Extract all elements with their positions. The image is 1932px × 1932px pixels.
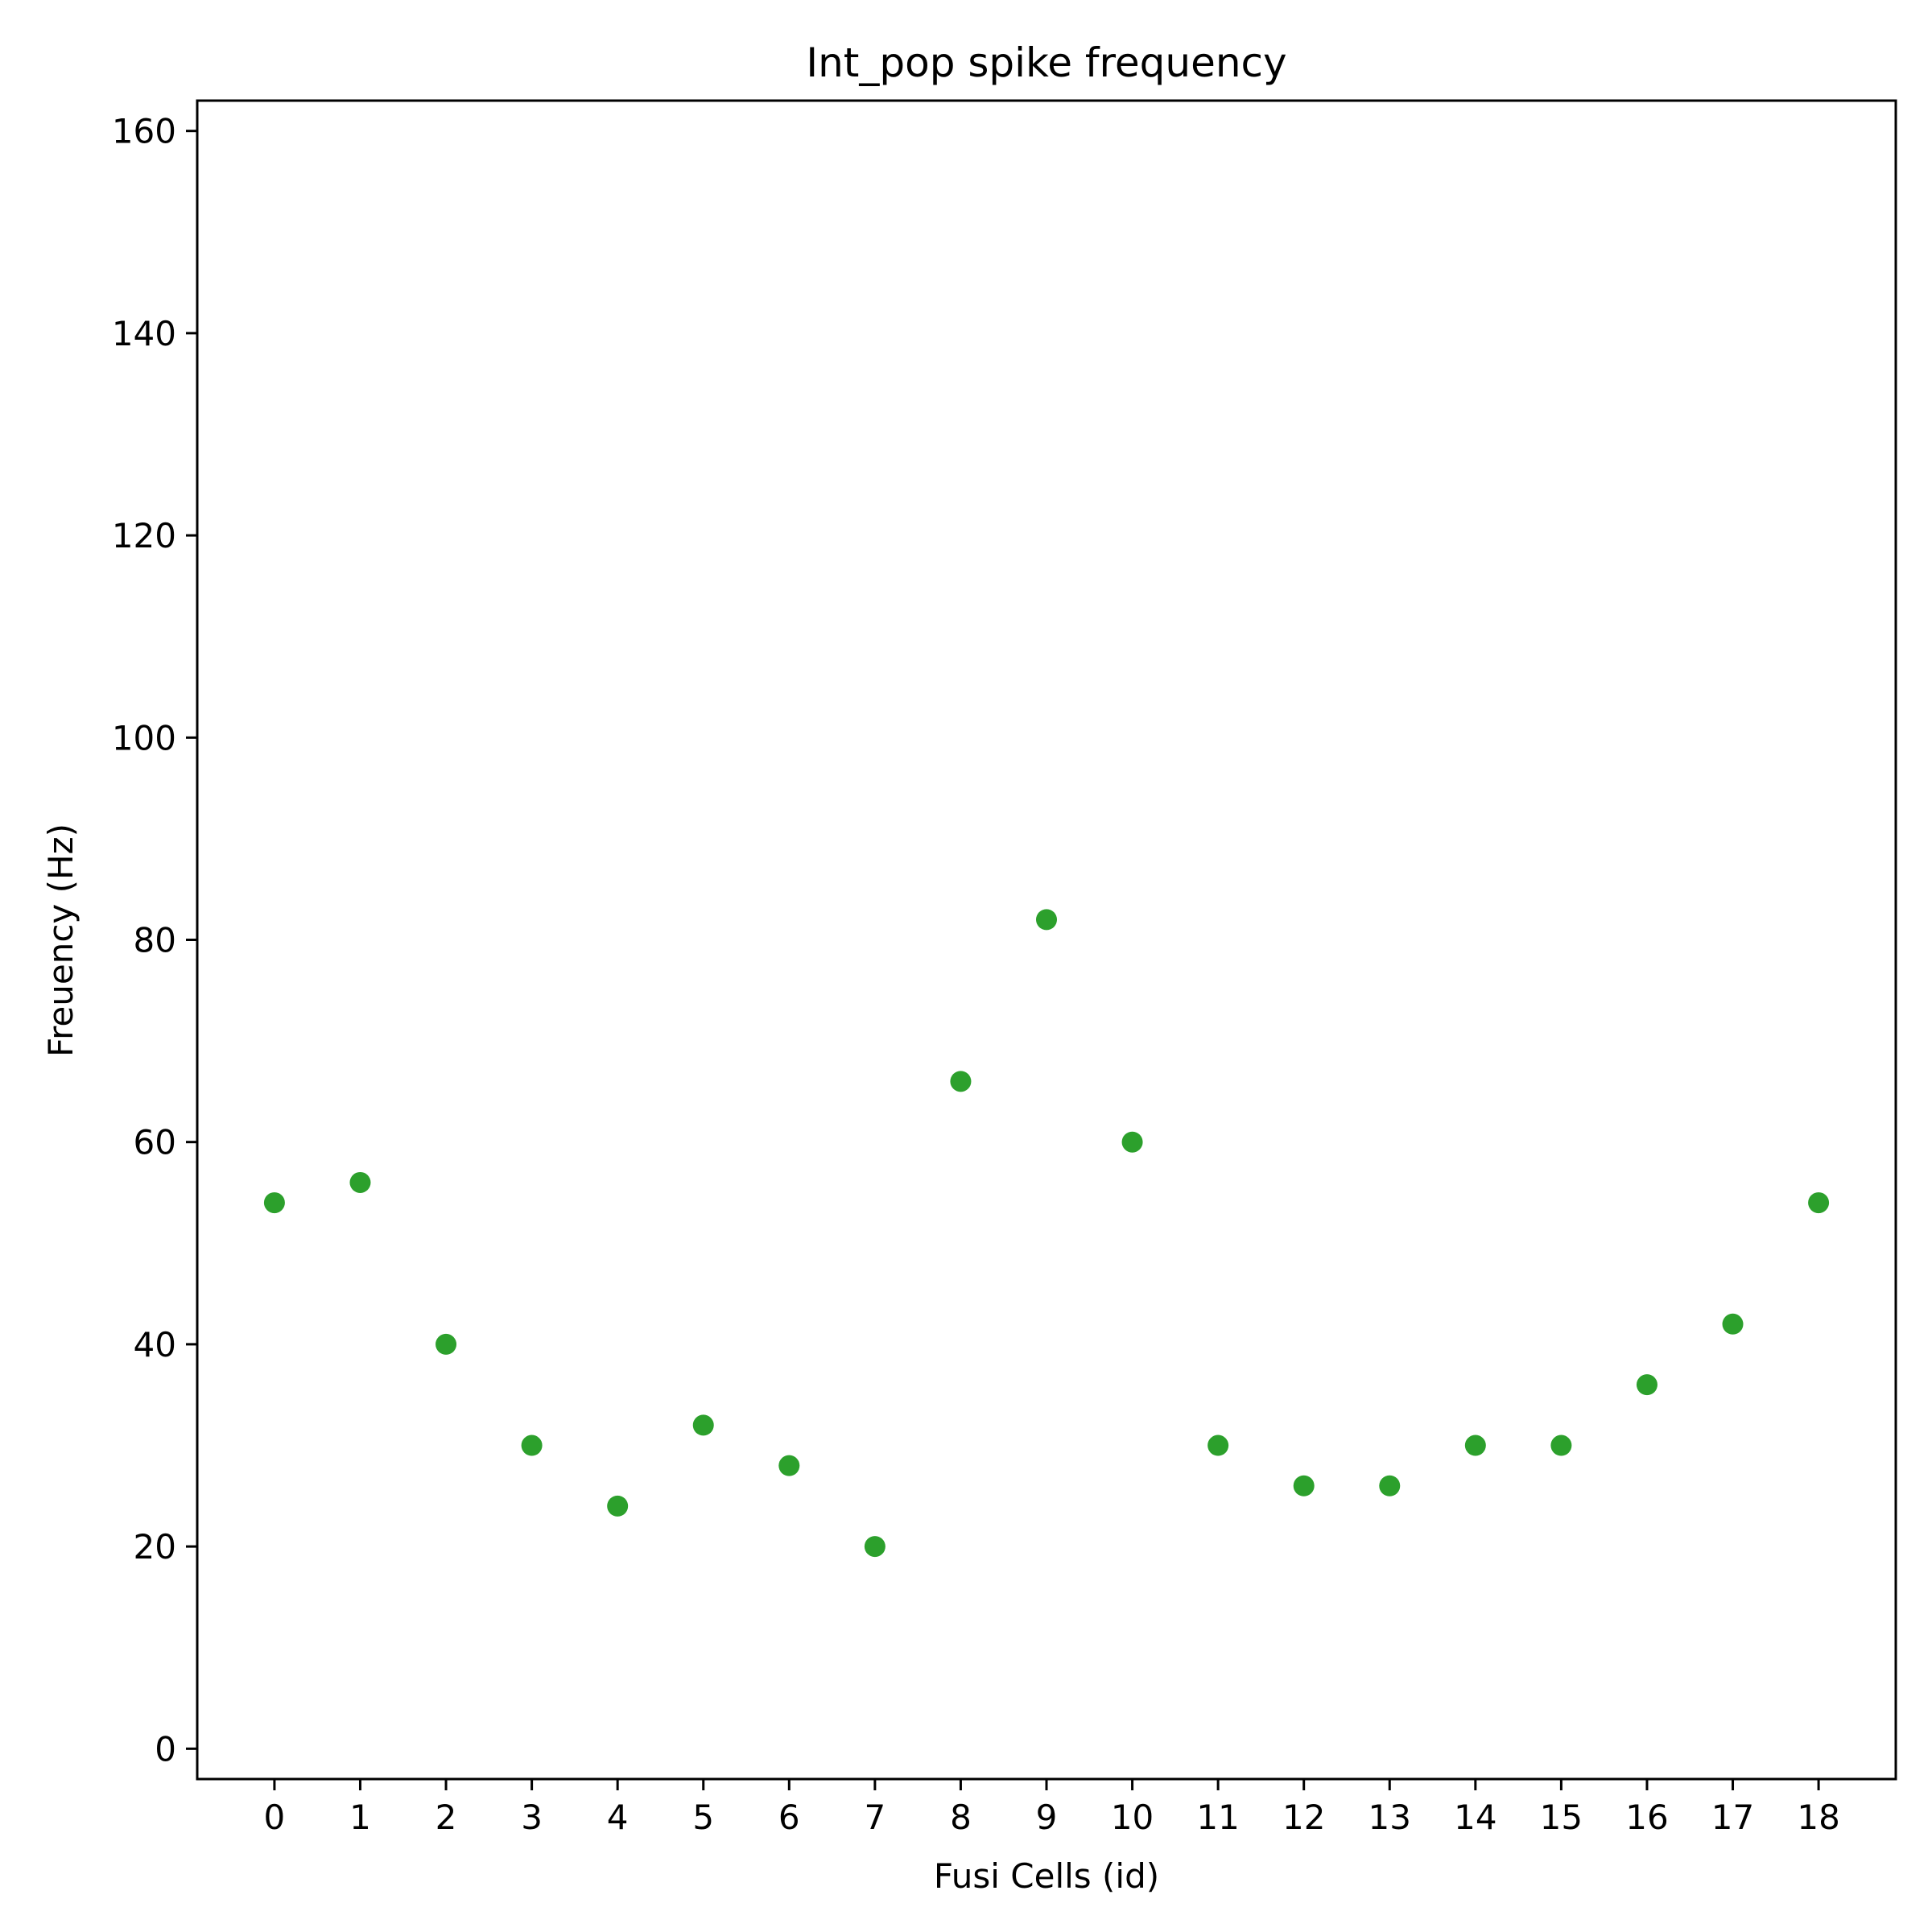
data-point (607, 1495, 629, 1517)
y-tick-label: 160 (112, 112, 176, 151)
y-tick-label: 20 (134, 1527, 176, 1567)
data-point (1808, 1192, 1830, 1214)
data-point (349, 1171, 371, 1193)
y-tick-label: 120 (112, 516, 176, 555)
data-point (1121, 1131, 1143, 1153)
x-tick-label: 8 (950, 1798, 972, 1837)
x-tick-label: 15 (1540, 1798, 1583, 1837)
x-tick-label: 10 (1111, 1798, 1154, 1837)
x-tick-label: 14 (1454, 1798, 1496, 1837)
x-tick-label: 11 (1196, 1798, 1239, 1837)
data-point (692, 1414, 714, 1436)
data-point (1379, 1475, 1401, 1496)
data-point (950, 1071, 972, 1092)
data-point (778, 1455, 800, 1476)
chart-title: Int_pop spike frequency (806, 39, 1286, 86)
x-tick-label: 9 (1036, 1798, 1058, 1837)
data-point (1464, 1435, 1486, 1456)
data-point (436, 1333, 457, 1355)
y-axis: 0 20 40 60 80 100 120 140 160 (112, 112, 197, 1769)
x-tick-label: 7 (865, 1798, 886, 1837)
plot-area (196, 99, 1897, 1781)
x-axis: 0 1 2 3 4 5 6 7 8 9 10 11 12 13 14 15 16 17 18 (264, 1779, 1840, 1837)
data-point (864, 1536, 886, 1558)
x-tick-label: 16 (1625, 1798, 1668, 1837)
data-point (1550, 1435, 1572, 1456)
x-tick-label: 13 (1368, 1798, 1411, 1837)
data-point (1722, 1313, 1744, 1335)
x-tick-label: 6 (778, 1798, 800, 1837)
y-tick-label: 140 (112, 314, 176, 353)
x-tick-label: 0 (264, 1798, 286, 1837)
data-point (521, 1435, 543, 1456)
y-tick-label: 60 (134, 1123, 176, 1162)
data-point (1636, 1374, 1657, 1396)
y-tick-label: 0 (155, 1729, 176, 1769)
x-tick-label: 4 (607, 1798, 629, 1837)
x-tick-label: 2 (436, 1798, 457, 1837)
data-point (263, 1192, 285, 1214)
x-tick-label: 1 (349, 1798, 371, 1837)
data-point (1293, 1475, 1315, 1496)
x-tick-label: 18 (1797, 1798, 1839, 1837)
x-tick-label: 3 (521, 1798, 543, 1837)
y-axis-label: Freuency (Hz) (41, 824, 80, 1057)
y-tick-label: 40 (134, 1325, 176, 1364)
data-point (1208, 1435, 1229, 1456)
x-tick-label: 17 (1711, 1798, 1754, 1837)
x-tick-label: 12 (1282, 1798, 1325, 1837)
x-axis-label: Fusi Cells (id) (934, 1856, 1159, 1896)
x-tick-label: 5 (692, 1798, 714, 1837)
y-tick-label: 80 (134, 921, 176, 960)
data-point (1036, 909, 1057, 931)
data-points (263, 909, 1830, 1558)
y-tick-label: 100 (112, 718, 176, 758)
